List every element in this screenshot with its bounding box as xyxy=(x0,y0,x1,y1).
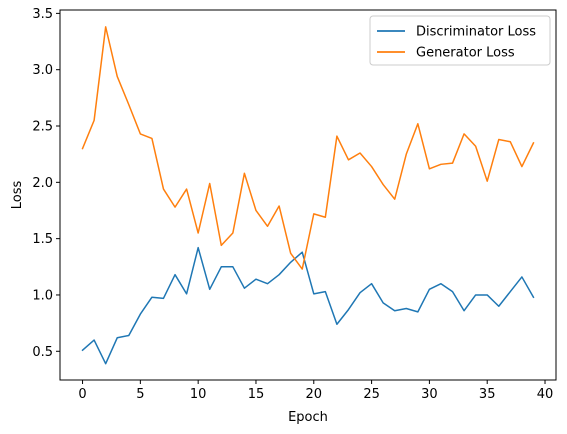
ticks-layer: 0 5 10 15 20 25 30 35 40 0.5 1.0 1.5 2.0 2.5 3.0 3.5 xyxy=(32,7,553,402)
legend: Discriminator Loss Generator Loss xyxy=(369,15,551,66)
x-tick-label: 5 xyxy=(136,387,144,402)
x-tick-label: 10 xyxy=(190,387,207,402)
legend-label: Generator Loss xyxy=(416,46,515,61)
x-axis-label: Epoch xyxy=(288,410,328,425)
series-layer xyxy=(81,26,535,365)
y-tick-label: 1.0 xyxy=(32,288,53,303)
y-tick-label: 3.0 xyxy=(32,63,53,78)
x-tick-label: 30 xyxy=(421,387,438,402)
y-tick-label: 0.5 xyxy=(32,345,53,360)
x-tick-label: 40 xyxy=(537,387,554,402)
series-line-discriminator xyxy=(81,246,535,365)
axes-frame xyxy=(59,9,557,381)
x-tick-label: 35 xyxy=(479,387,496,402)
y-tick-label: 2.0 xyxy=(32,176,53,191)
y-tick-label: 3.5 xyxy=(32,7,53,22)
y-tick-label: 1.5 xyxy=(32,232,53,247)
x-tick-label: 0 xyxy=(78,387,86,402)
legend-box xyxy=(369,15,551,66)
x-tick-label: 15 xyxy=(248,387,265,402)
y-axis-label: Loss xyxy=(10,181,25,210)
x-tick-label: 25 xyxy=(363,387,380,402)
x-tick-label: 20 xyxy=(306,387,323,402)
series-line-generator xyxy=(81,26,535,270)
y-tick-label: 2.5 xyxy=(32,120,53,135)
legend-label: Discriminator Loss xyxy=(416,25,536,40)
